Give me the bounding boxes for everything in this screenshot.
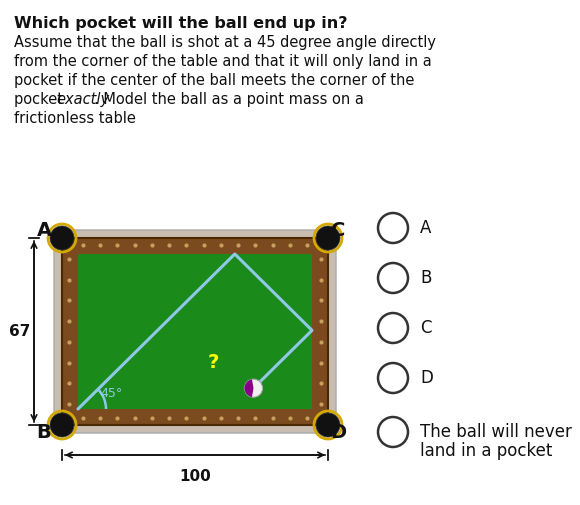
Circle shape: [245, 379, 263, 397]
Text: exactly: exactly: [56, 92, 109, 107]
Circle shape: [316, 226, 340, 250]
Text: pocket: pocket: [14, 92, 68, 107]
Text: B: B: [37, 424, 52, 442]
Text: from the corner of the table and that it will only land in a: from the corner of the table and that it…: [14, 54, 432, 69]
Text: 67: 67: [9, 324, 31, 339]
Text: D: D: [330, 424, 346, 442]
Text: 45°: 45°: [100, 387, 122, 400]
Text: 100: 100: [179, 469, 211, 484]
Circle shape: [378, 313, 408, 343]
Text: ?: ?: [208, 353, 219, 372]
Text: A: A: [37, 221, 52, 239]
Text: D: D: [420, 369, 433, 387]
Wedge shape: [245, 379, 253, 397]
Text: pocket if the center of the ball meets the corner of the: pocket if the center of the ball meets t…: [14, 73, 414, 88]
Circle shape: [378, 417, 408, 447]
Text: B: B: [420, 269, 432, 287]
Circle shape: [50, 226, 74, 250]
Circle shape: [378, 263, 408, 293]
FancyBboxPatch shape: [54, 230, 336, 433]
Bar: [78, 254, 312, 409]
Bar: [62, 238, 328, 425]
Text: Assume that the ball is shot at a 45 degree angle directly: Assume that the ball is shot at a 45 deg…: [14, 35, 436, 50]
Text: The ball will never: The ball will never: [420, 423, 572, 441]
Circle shape: [378, 363, 408, 393]
Text: A: A: [420, 219, 432, 237]
Circle shape: [378, 213, 408, 243]
Circle shape: [316, 413, 340, 437]
Text: frictionless table: frictionless table: [14, 111, 136, 126]
Circle shape: [50, 413, 74, 437]
Text: Which pocket will the ball end up in?: Which pocket will the ball end up in?: [14, 16, 347, 31]
Text: land in a pocket: land in a pocket: [420, 442, 552, 460]
Text: C: C: [331, 221, 345, 239]
Text: C: C: [420, 319, 432, 337]
Text: . Model the ball as a point mass on a: . Model the ball as a point mass on a: [94, 92, 364, 107]
